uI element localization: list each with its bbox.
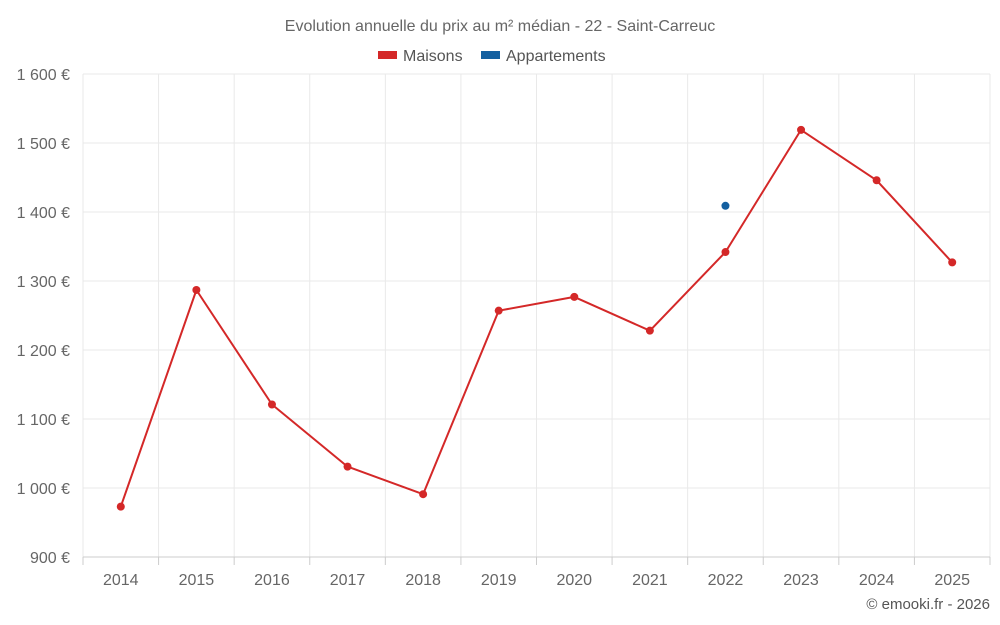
x-tick-label: 2023 bbox=[783, 572, 819, 589]
x-tick-label: 2018 bbox=[405, 572, 441, 589]
data-point-maisons-2018[interactable] bbox=[419, 490, 428, 499]
x-tick-label: 2017 bbox=[330, 572, 366, 589]
y-tick-label: 1 500 € bbox=[17, 136, 70, 153]
copyright-credit: © emooki.fr - 2026 bbox=[866, 596, 990, 613]
data-point-maisons-2019[interactable] bbox=[494, 306, 503, 315]
legend-swatch-appartements bbox=[481, 51, 500, 59]
data-point-maisons-2024[interactable] bbox=[872, 176, 881, 185]
y-tick-label: 1 300 € bbox=[17, 274, 70, 291]
y-tick-label: 1 100 € bbox=[17, 412, 70, 429]
chart-legend: Maisons Appartements bbox=[378, 48, 606, 65]
series-line-maisons bbox=[119, 128, 953, 507]
data-point-maisons-2022[interactable] bbox=[721, 248, 730, 257]
x-tick-label: 2022 bbox=[708, 572, 744, 589]
x-tick-label: 2019 bbox=[481, 572, 517, 589]
data-point-maisons-2017[interactable] bbox=[343, 462, 352, 471]
x-tick-label: 2020 bbox=[556, 572, 592, 589]
x-tick-label: 2016 bbox=[254, 572, 290, 589]
data-point-appartements-2022[interactable] bbox=[721, 201, 730, 210]
y-tick-label: 1 400 € bbox=[17, 205, 70, 222]
y-tick-label: 1 000 € bbox=[17, 481, 70, 498]
y-tick-label: 1 200 € bbox=[17, 343, 70, 360]
legend-item-appartements[interactable]: Appartements bbox=[481, 48, 606, 65]
data-series bbox=[116, 125, 957, 511]
data-point-maisons-2023[interactable] bbox=[797, 125, 806, 134]
legend-label-appartements: Appartements bbox=[506, 48, 606, 65]
legend-label-maisons: Maisons bbox=[403, 48, 463, 65]
x-tick-label: 2014 bbox=[103, 572, 139, 589]
x-axis-labels: 2014 2015 2016 2017 2018 2019 2020 2021 2022 2023… bbox=[103, 572, 970, 589]
y-tick-label: 1 600 € bbox=[17, 67, 70, 84]
x-tick-label: 2015 bbox=[179, 572, 215, 589]
data-point-maisons-2020[interactable] bbox=[570, 292, 579, 301]
data-point-maisons-2021[interactable] bbox=[645, 326, 654, 335]
y-tick-label: 900 € bbox=[30, 550, 70, 567]
data-point-maisons-2016[interactable] bbox=[267, 400, 276, 409]
grid-lines bbox=[82, 73, 991, 557]
legend-item-maisons[interactable]: Maisons bbox=[378, 48, 463, 65]
legend-swatch-maisons bbox=[378, 51, 397, 59]
axes bbox=[82, 556, 991, 565]
x-tick-label: 2025 bbox=[934, 572, 970, 589]
data-point-maisons-2025[interactable] bbox=[948, 258, 957, 267]
data-point-maisons-2014[interactable] bbox=[116, 502, 125, 511]
data-point-maisons-2015[interactable] bbox=[192, 285, 201, 294]
y-axis-labels: 900 € 1 000 € 1 100 € 1 200 € 1 300 € 1 400 €… bbox=[17, 67, 70, 567]
x-tick-label: 2021 bbox=[632, 572, 668, 589]
chart-title: Evolution annuelle du prix au m² médian … bbox=[285, 18, 715, 35]
x-tick-label: 2024 bbox=[859, 572, 895, 589]
